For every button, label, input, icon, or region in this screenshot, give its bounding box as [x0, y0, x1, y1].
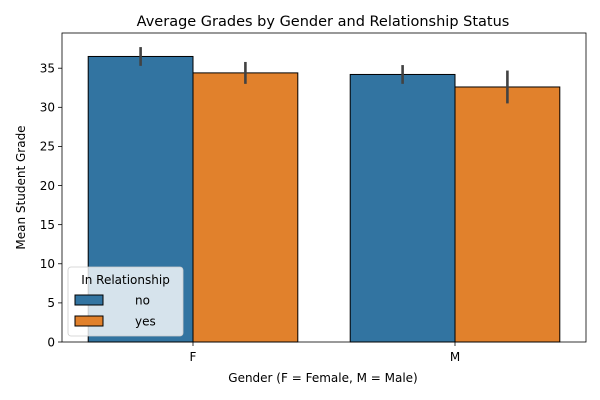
legend-swatch-yes — [74, 315, 104, 327]
bar-M-no — [349, 73, 456, 343]
y-tick-label: 30 — [40, 101, 55, 115]
y-tick-label: 5 — [47, 296, 55, 310]
legend: In Relationship no yes — [67, 266, 184, 337]
y-axis-label: Mean Student Grade — [14, 125, 28, 249]
y-tick-label: 15 — [40, 218, 55, 232]
plot-area-frame — [61, 32, 587, 343]
y-tick-label: 0 — [47, 335, 55, 349]
x-axis-label: Gender (F = Female, M = Male) — [228, 371, 417, 385]
legend-title: In Relationship — [81, 273, 170, 287]
chart-title: Average Grades by Gender and Relationshi… — [137, 14, 510, 30]
legend-swatch-no — [74, 294, 104, 306]
y-tick-label: 20 — [40, 179, 55, 193]
legend-label-no: no — [135, 294, 150, 308]
x-tick-label: M — [450, 350, 460, 364]
legend-items: no yes — [74, 294, 156, 329]
y-axis: 0 5 10 15 20 25 30 35 — [40, 62, 62, 349]
legend-label-yes: yes — [135, 315, 156, 329]
y-tick-label: 35 — [40, 62, 55, 76]
y-tick-label: 25 — [40, 140, 55, 154]
x-tick-label: F — [190, 350, 197, 364]
y-tick-label: 10 — [40, 257, 55, 271]
error-bars-layer — [139, 47, 509, 104]
bar-F-yes — [192, 72, 299, 343]
bar-M-yes — [454, 86, 561, 343]
